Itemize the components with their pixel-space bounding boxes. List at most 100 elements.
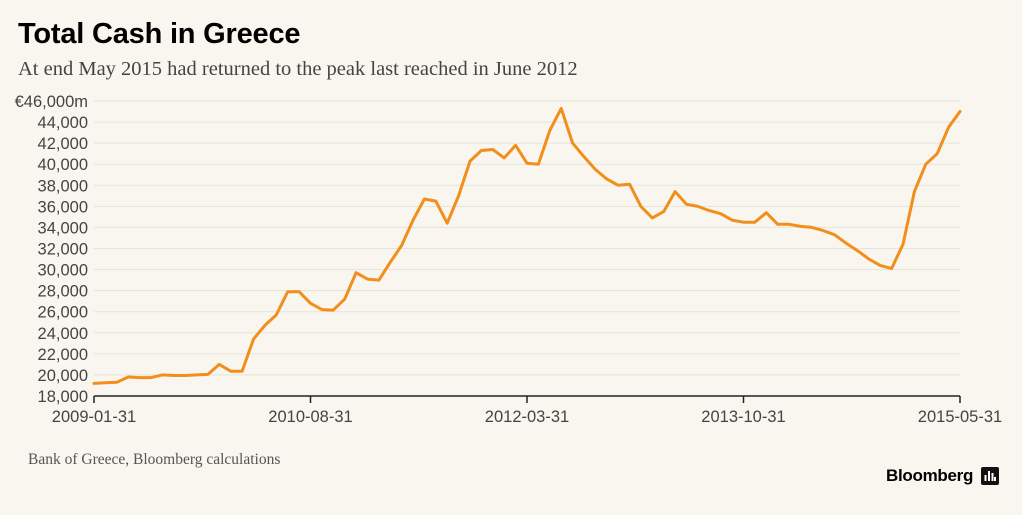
data-point xyxy=(127,376,130,379)
data-point xyxy=(696,205,699,208)
data-point xyxy=(856,249,859,252)
x-tick-label: 2015-05-31 xyxy=(918,408,1002,426)
x-tick-label: 2012-03-31 xyxy=(485,408,569,426)
data-point xyxy=(913,190,916,193)
y-tick-label: 28,000 xyxy=(38,283,88,301)
y-tick-label: 30,000 xyxy=(38,262,88,280)
x-tick-label: 2010-08-31 xyxy=(268,408,352,426)
data-point xyxy=(548,129,551,132)
data-point xyxy=(434,200,437,203)
data-point xyxy=(731,219,734,222)
brand-logo: Bloomberg xyxy=(886,466,1000,486)
series-layer xyxy=(92,106,962,385)
data-point xyxy=(560,107,563,110)
data-point xyxy=(514,144,517,147)
data-point xyxy=(104,381,107,384)
data-point xyxy=(206,373,209,376)
data-point xyxy=(184,374,187,377)
data-point xyxy=(412,219,415,222)
data-point xyxy=(845,242,848,245)
y-tick-label: 24,000 xyxy=(38,325,88,343)
y-tick-label: 32,000 xyxy=(38,241,88,259)
data-point xyxy=(890,267,893,270)
data-point xyxy=(810,226,813,229)
data-point xyxy=(366,278,369,281)
y-tick-label: 22,000 xyxy=(38,346,88,364)
x-axis-labels: 2009-01-31 2010-08-31 2012-03-31 2013-10-31… xyxy=(52,396,1002,426)
data-point xyxy=(218,363,221,366)
x-tick-label: 2009-01-31 xyxy=(52,408,136,426)
data-point xyxy=(776,223,779,226)
line-chart: €46,000m 44,000 42,000 40,000 38,000 36,000 34… xyxy=(15,93,1003,426)
data-point xyxy=(833,233,836,236)
data-point xyxy=(115,381,118,384)
data-point xyxy=(537,163,540,166)
data-point xyxy=(263,324,266,327)
data-point xyxy=(138,376,141,379)
source-note: Bank of Greece, Bloomberg calculations xyxy=(28,451,281,468)
data-point xyxy=(822,229,825,232)
y-tick-label: 38,000 xyxy=(38,177,88,195)
data-point xyxy=(469,160,472,163)
data-point xyxy=(662,210,665,213)
data-point xyxy=(252,338,255,341)
data-point xyxy=(309,302,312,305)
data-point xyxy=(93,382,96,385)
y-tick-label: 26,000 xyxy=(38,304,88,322)
data-point xyxy=(332,309,335,312)
y-tick-label: 42,000 xyxy=(38,135,88,153)
data-point xyxy=(241,370,244,373)
data-point xyxy=(685,203,688,206)
y-axis-labels: €46,000m 44,000 42,000 40,000 38,000 36,000 34… xyxy=(15,93,88,406)
y-tick-label: 40,000 xyxy=(38,156,88,174)
chart-title: Total Cash in Greece xyxy=(18,18,301,50)
data-point xyxy=(320,308,323,311)
y-tick-label: 44,000 xyxy=(38,114,88,132)
data-point xyxy=(582,155,585,158)
data-point xyxy=(674,190,677,193)
data-point xyxy=(229,370,232,373)
data-point xyxy=(343,298,346,301)
data-point xyxy=(286,290,289,293)
data-point xyxy=(902,243,905,246)
data-point xyxy=(959,110,962,113)
data-point xyxy=(765,211,768,214)
x-tick-label: 2013-10-31 xyxy=(701,408,785,426)
data-point xyxy=(617,184,620,187)
data-point xyxy=(651,216,654,219)
data-point xyxy=(298,290,301,293)
data-point xyxy=(936,152,939,155)
data-point xyxy=(172,374,175,377)
brand-name: Bloomberg xyxy=(886,466,974,485)
data-point xyxy=(594,168,597,171)
data-point xyxy=(480,149,483,152)
data-point xyxy=(275,313,278,316)
data-point xyxy=(423,197,426,200)
chart-subtitle: At end May 2015 had returned to the peak… xyxy=(18,58,578,80)
data-point xyxy=(867,258,870,261)
y-tick-label: 18,000 xyxy=(38,388,88,406)
data-point xyxy=(799,225,802,228)
data-point xyxy=(389,261,392,264)
data-point xyxy=(708,209,711,212)
data-point xyxy=(788,223,791,226)
data-point xyxy=(457,194,460,197)
data-point xyxy=(947,126,950,129)
series-line-total-cash xyxy=(92,106,962,385)
data-point xyxy=(605,177,608,180)
data-point xyxy=(377,279,380,282)
bloomberg-chart-icon xyxy=(981,467,1000,485)
data-point xyxy=(400,244,403,247)
y-tick-label: 20,000 xyxy=(38,367,88,385)
data-point xyxy=(503,156,506,159)
y-tick-label: €46,000m xyxy=(15,93,88,111)
data-point xyxy=(149,376,152,379)
data-point xyxy=(355,271,358,274)
data-point xyxy=(161,373,164,376)
data-point xyxy=(628,183,631,186)
data-point xyxy=(571,142,574,145)
y-tick-label: 34,000 xyxy=(38,219,88,237)
data-point xyxy=(742,221,745,224)
data-point xyxy=(639,205,642,208)
data-point xyxy=(924,163,927,166)
